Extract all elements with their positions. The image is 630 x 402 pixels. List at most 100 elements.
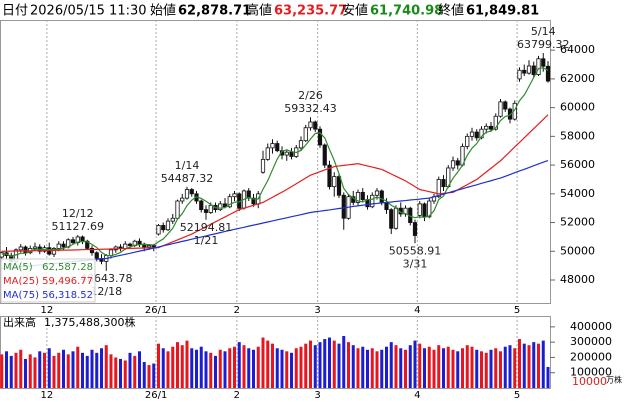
- candle-body: [455, 160, 460, 166]
- volume-bar: [404, 349, 407, 388]
- volume-bar: [171, 346, 175, 388]
- volume-unit: 万株: [606, 375, 622, 385]
- volume-y-tick-label: 300000: [570, 335, 612, 348]
- candle-body: [422, 203, 427, 218]
- candle-body: [284, 151, 289, 156]
- candle-body: [61, 243, 66, 248]
- volume-bar: [328, 337, 331, 388]
- volume-bar: [228, 348, 232, 388]
- candle-body: [417, 203, 422, 216]
- volume-bar: [508, 345, 512, 388]
- candle-body: [189, 189, 194, 195]
- volume-bar: [408, 345, 412, 388]
- volume-bar: [537, 343, 540, 388]
- volume-bar: [100, 348, 103, 388]
- volume-bar: [347, 342, 350, 388]
- volume-bar: [446, 346, 450, 388]
- y-tick-label: 58000: [560, 129, 595, 142]
- candle-body: [227, 196, 232, 208]
- volume-bar: [541, 340, 545, 388]
- candle-body: [298, 140, 304, 149]
- volume-bar: [290, 352, 293, 388]
- candle-body: [199, 200, 204, 211]
- volume-bar: [470, 346, 474, 388]
- volume-bar: [57, 352, 61, 388]
- candle-body: [526, 65, 532, 74]
- volume-bar: [28, 354, 32, 388]
- annotation-date: 3/31: [403, 257, 428, 270]
- volume-unit-prefix: 10000: [572, 375, 607, 388]
- annotation-date: 1/21: [194, 234, 219, 247]
- volume-bar: [119, 358, 122, 388]
- volume-bar: [437, 345, 441, 388]
- volume-bar: [9, 355, 13, 388]
- volume-bar: [147, 365, 151, 388]
- high-value: 63,235.77: [274, 4, 347, 19]
- x-tick-label: 5: [514, 305, 520, 316]
- candle-body: [137, 240, 142, 245]
- y-tick-label: 50000: [560, 244, 595, 257]
- candle-body: [469, 131, 475, 137]
- x-tick-label: 4: [414, 305, 420, 316]
- volume-bar: [451, 349, 455, 388]
- price-panel: [0, 20, 551, 304]
- candle-body: [374, 190, 380, 196]
- volume-bar: [366, 349, 369, 388]
- volume-bar: [503, 346, 507, 388]
- x-tick-label: 12: [40, 305, 53, 316]
- volume-bar: [90, 349, 94, 388]
- volume-bar: [351, 345, 355, 388]
- volume-bar: [209, 352, 213, 388]
- volume-bar: [480, 351, 483, 388]
- volume-bar: [337, 343, 341, 388]
- volume-bar: [190, 348, 194, 388]
- annotation-price: 52194.81: [180, 221, 233, 234]
- volume-bar: [185, 340, 189, 388]
- volume-panel: [0, 316, 551, 389]
- ma-line: [1, 67, 549, 257]
- legend-name: MA(5): [3, 262, 33, 273]
- candle-body: [146, 245, 152, 248]
- candle-body: [450, 160, 456, 169]
- close-value: 61,849.81: [466, 4, 539, 19]
- candle-body: [270, 143, 275, 149]
- candle-body: [545, 65, 551, 82]
- volume-bar: [247, 348, 251, 388]
- volume-bar: [71, 351, 75, 388]
- candle-body: [360, 191, 365, 200]
- volume-bar: [66, 354, 70, 388]
- volume-bar: [237, 342, 241, 388]
- candle-body: [313, 121, 318, 130]
- volume-bar: [432, 349, 436, 388]
- candle-body: [56, 243, 61, 249]
- volume-bar: [546, 366, 550, 388]
- x-tick-label: 2: [234, 390, 240, 401]
- volume-bar: [19, 349, 23, 388]
- volume-bar: [204, 351, 208, 388]
- volume-bar: [475, 349, 479, 388]
- candle-body: [341, 194, 346, 219]
- volume-bar: [47, 348, 51, 388]
- candle-body: [32, 246, 38, 249]
- candle-body: [251, 197, 256, 205]
- volume-bar: [166, 351, 170, 388]
- x-tick-label: 12: [40, 390, 53, 401]
- x-tick-label: 3: [314, 390, 320, 401]
- volume-bar: [489, 349, 493, 388]
- volume-bar: [294, 348, 298, 388]
- candle-body: [479, 128, 484, 139]
- volume-bar: [128, 352, 132, 388]
- volume-bar: [214, 355, 217, 388]
- volume-bar: [152, 363, 156, 388]
- candle-body: [436, 179, 441, 198]
- volume-bar: [361, 346, 365, 388]
- y-tick-label: 60000: [560, 101, 595, 114]
- candle-body: [23, 246, 28, 254]
- annotation-date: 5/14: [531, 25, 556, 38]
- volume-bar: [370, 348, 374, 388]
- candle-body: [393, 207, 399, 229]
- annotation-price: 59332.43: [284, 102, 337, 115]
- candle-body: [123, 243, 128, 249]
